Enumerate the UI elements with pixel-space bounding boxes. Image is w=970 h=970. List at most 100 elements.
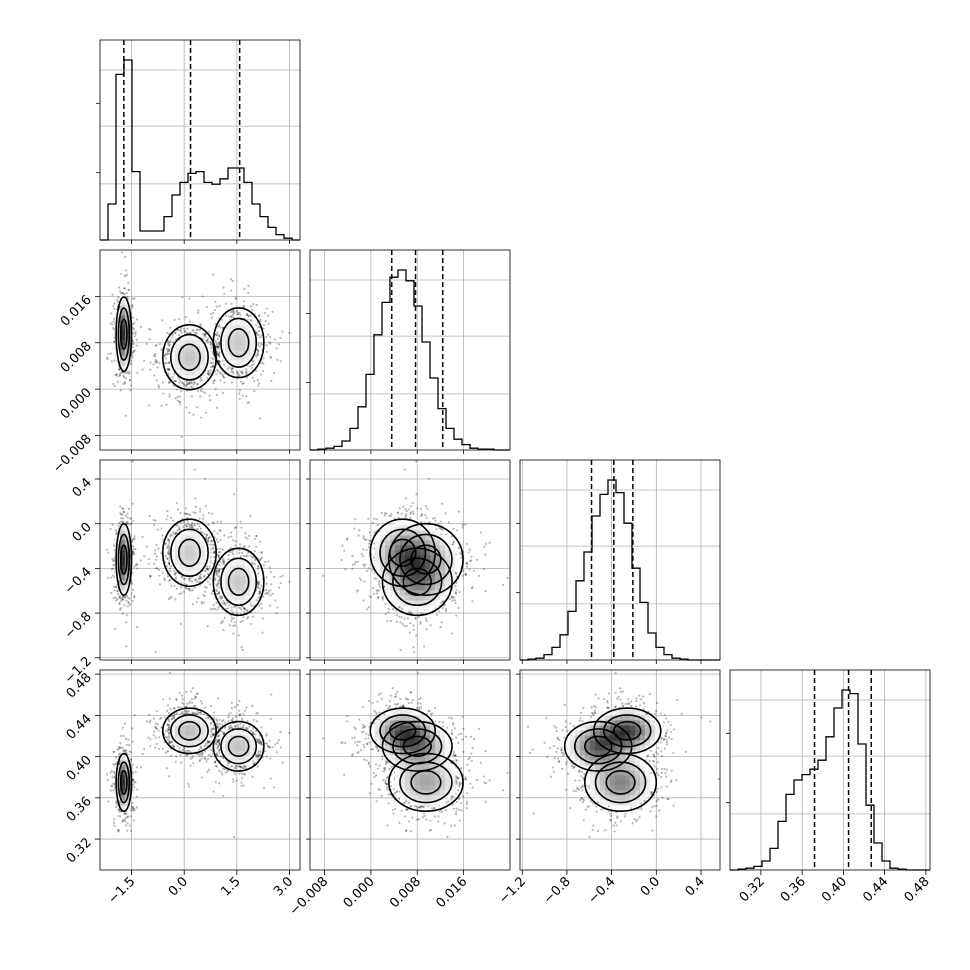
sample-point xyxy=(212,543,215,546)
sample-point xyxy=(258,604,261,607)
sample-point xyxy=(221,596,224,599)
sample-point xyxy=(154,355,157,358)
sample-point xyxy=(185,383,188,386)
sample-point xyxy=(255,331,258,334)
density-cell xyxy=(120,575,126,581)
sample-point xyxy=(177,333,181,337)
sample-point xyxy=(215,589,218,592)
sample-point xyxy=(206,377,209,380)
sample-point xyxy=(203,595,206,598)
sample-point xyxy=(217,574,220,578)
density-contour xyxy=(178,538,201,567)
sample-point xyxy=(117,286,121,289)
sample-point xyxy=(176,524,179,527)
sample-point xyxy=(185,524,188,528)
sample-point xyxy=(167,350,170,353)
sample-point xyxy=(188,587,191,590)
density-cell xyxy=(115,570,121,576)
sample-point xyxy=(132,332,135,335)
sample-point xyxy=(255,534,258,538)
sample-point xyxy=(230,619,233,622)
density-cell xyxy=(170,555,176,561)
sample-point xyxy=(114,596,118,599)
sample-point xyxy=(112,320,115,323)
sample-point xyxy=(166,331,169,335)
sample-point xyxy=(192,511,195,514)
sample-point xyxy=(245,609,249,612)
sample-point xyxy=(171,375,174,379)
sample-point xyxy=(211,608,215,611)
sample-point xyxy=(257,596,260,599)
sample-point xyxy=(233,621,236,624)
sample-point xyxy=(133,349,136,352)
density-cell xyxy=(190,335,196,341)
sample-point xyxy=(276,606,279,609)
sample-point xyxy=(188,523,191,527)
sample-point xyxy=(124,377,128,380)
sample-point xyxy=(265,344,268,347)
sample-point xyxy=(163,355,166,358)
sample-point xyxy=(166,557,169,560)
density-cell xyxy=(120,550,126,556)
density-cell xyxy=(235,575,241,581)
sample-point xyxy=(269,356,272,359)
sample-point xyxy=(109,528,112,531)
sample-point xyxy=(116,299,119,302)
sample-point xyxy=(262,563,265,567)
sample-point xyxy=(215,342,218,346)
sample-point xyxy=(210,316,213,319)
sample-point xyxy=(236,371,240,375)
sample-point xyxy=(228,366,231,369)
sample-point xyxy=(200,601,203,604)
density-cell xyxy=(125,340,131,346)
sample-point xyxy=(213,607,217,610)
sample-point xyxy=(219,326,222,329)
sample-point xyxy=(217,556,220,559)
sample-point xyxy=(232,632,235,635)
sample-point xyxy=(250,604,253,608)
sample-point xyxy=(215,601,218,605)
density-cell xyxy=(245,355,251,361)
density-cell xyxy=(235,330,241,336)
sample-point xyxy=(184,512,188,515)
sample-point xyxy=(182,384,185,387)
density-cell xyxy=(125,545,131,551)
sample-point xyxy=(214,571,218,574)
sample-point xyxy=(212,273,215,276)
sample-point xyxy=(166,509,169,513)
sample-point xyxy=(200,602,203,605)
sample-point xyxy=(123,381,127,384)
density-cell xyxy=(250,330,256,336)
sample-point xyxy=(262,370,265,373)
sample-point xyxy=(167,538,170,541)
density-cell xyxy=(220,580,226,586)
sample-point xyxy=(187,381,190,384)
sample-point xyxy=(258,587,262,590)
sample-point xyxy=(263,560,267,564)
sample-point xyxy=(221,373,224,376)
sample-point xyxy=(230,315,233,318)
sample-point xyxy=(155,567,159,570)
sample-point xyxy=(168,556,171,559)
sample-point xyxy=(122,510,126,513)
density-cell xyxy=(180,535,186,541)
sample-point xyxy=(260,373,263,376)
sample-point xyxy=(129,363,133,366)
density-cell xyxy=(120,330,126,336)
density-cell xyxy=(180,545,186,551)
sample-point xyxy=(256,581,259,584)
sample-point xyxy=(221,391,224,394)
sample-point xyxy=(192,380,196,384)
sample-point xyxy=(218,591,221,594)
sample-point xyxy=(215,569,219,572)
sample-point xyxy=(167,361,170,364)
density-cell xyxy=(230,570,236,576)
sample-point xyxy=(113,589,116,592)
panel-background xyxy=(520,460,720,660)
sample-point xyxy=(279,575,282,579)
density-cell xyxy=(235,590,241,596)
sample-point xyxy=(258,314,261,317)
sample-point xyxy=(269,335,272,339)
sample-point xyxy=(261,631,264,634)
sample-point xyxy=(255,534,258,538)
